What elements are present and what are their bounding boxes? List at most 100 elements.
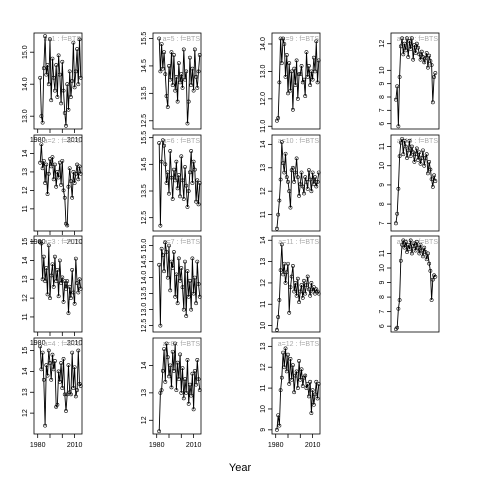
data-point: [196, 69, 201, 74]
data-point: [418, 161, 423, 166]
data-point: [69, 179, 73, 184]
data-point: [162, 143, 166, 148]
data-point: [426, 171, 430, 176]
facet-panel: a=13 : f=BTS 6 7 8 9 10 12: [379, 32, 440, 130]
data-point: [70, 195, 75, 200]
series-line: [39, 36, 82, 126]
data-point: [160, 66, 165, 71]
data-point: [310, 77, 315, 82]
data-point: [159, 159, 164, 164]
x-tick-label: 2010: [67, 137, 83, 144]
data-point: [286, 261, 290, 266]
data-point: [191, 88, 196, 93]
data-point: [44, 72, 49, 77]
data-point: [62, 111, 67, 115]
data-point: [419, 156, 424, 160]
data-point: [433, 179, 438, 183]
data-point: [407, 39, 412, 43]
data-point: [284, 369, 289, 374]
data-point: [195, 85, 200, 90]
data-point: [76, 290, 81, 295]
data-point: [51, 367, 56, 372]
data-point: [414, 146, 419, 151]
data-point: [419, 49, 424, 54]
data-point: [277, 80, 282, 85]
data-point: [299, 170, 304, 175]
data-point: [428, 59, 433, 63]
data-point: [65, 82, 70, 87]
data-point: [433, 274, 438, 279]
data-point: [39, 114, 44, 119]
data-point: [292, 289, 297, 294]
data-point: [309, 411, 314, 416]
data-point: [413, 51, 418, 55]
data-point: [70, 350, 75, 355]
data-point: [295, 386, 300, 390]
data-point: [278, 36, 283, 41]
data-point: [157, 36, 162, 41]
data-point: [192, 47, 197, 52]
panel-frame: [152, 134, 202, 232]
data-point: [284, 175, 289, 180]
data-point: [41, 66, 46, 71]
data-point: [51, 284, 56, 289]
data-point: [78, 286, 83, 291]
data-point: [315, 80, 320, 85]
data-point: [194, 301, 198, 306]
data-point: [49, 164, 54, 169]
facet-label: a=2 : f=BTS: [44, 138, 82, 145]
y-tick-label: 10: [260, 322, 267, 330]
data-point: [69, 95, 73, 99]
data-point: [192, 369, 197, 373]
y-tick-label: 13: [22, 388, 29, 396]
data-point: [75, 162, 79, 167]
data-point: [298, 377, 303, 382]
data-point: [40, 166, 45, 171]
data-point: [194, 199, 198, 204]
data-point: [308, 177, 313, 182]
y-tick-label: 12: [22, 409, 29, 417]
data-point: [45, 292, 50, 297]
data-point: [310, 289, 315, 294]
data-point: [194, 382, 198, 387]
data-point: [192, 275, 197, 280]
data-point: [71, 170, 76, 174]
data-point: [289, 377, 294, 382]
data-point: [295, 276, 300, 281]
data-point: [165, 105, 170, 109]
y-tick-label: 14: [22, 367, 29, 375]
data-point: [183, 165, 187, 169]
y-tick-label: 12: [379, 40, 386, 48]
data-point: [41, 254, 46, 259]
data-point: [405, 156, 409, 160]
data-point: [189, 83, 194, 88]
data-point: [279, 61, 284, 66]
data-point: [78, 171, 83, 176]
data-point: [408, 238, 413, 243]
data-point: [72, 181, 77, 185]
data-point: [184, 183, 189, 188]
data-point: [282, 42, 287, 46]
y-tick-label: 9: [260, 428, 267, 432]
data-point: [311, 402, 316, 407]
data-point: [430, 277, 435, 282]
y-tick-label: 14.5: [141, 59, 148, 73]
data-point: [282, 365, 287, 370]
data-point: [67, 69, 72, 74]
data-point: [75, 281, 79, 285]
data-point: [60, 158, 65, 163]
data-point: [184, 314, 189, 318]
data-point: [422, 245, 427, 250]
data-point: [57, 72, 62, 77]
y-tick-label: 13.5: [141, 86, 148, 100]
data-point: [167, 243, 171, 248]
data-point: [293, 373, 298, 378]
data-point: [429, 298, 434, 302]
data-point: [70, 79, 75, 83]
data-point: [303, 94, 308, 98]
data-point: [157, 429, 162, 434]
data-point: [174, 388, 179, 393]
series-line: [158, 140, 201, 226]
